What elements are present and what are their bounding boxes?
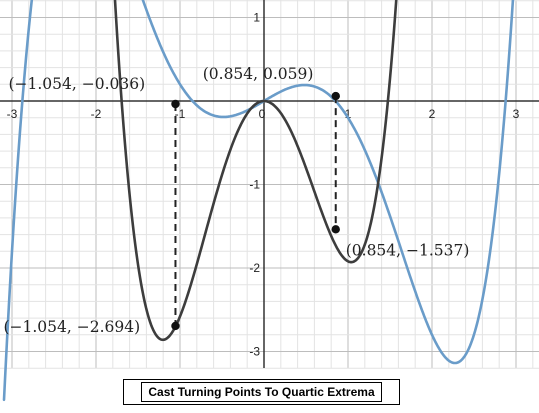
x-tick-label: 3: [513, 107, 520, 121]
turning-point-label: (0.854, 0.059): [203, 65, 314, 83]
turning-point-marker: [171, 321, 180, 331]
series-quintic-line: [2, 0, 515, 402]
x-tick-label: -1: [175, 107, 186, 121]
x-tick-label: -2: [91, 107, 102, 121]
turning-point-label: (−1.054, −0.036): [8, 75, 145, 93]
chart-caption: Cast Turning Points To Quartic Extrema: [141, 382, 382, 402]
chart-caption-box: Cast Turning Points To Quartic Extrema: [123, 379, 400, 405]
x-tick-label: -3: [7, 107, 18, 121]
y-tick-label: -1: [249, 178, 260, 192]
x-tick-label: 1: [345, 107, 352, 121]
x-tick-label: 0: [259, 107, 266, 121]
y-tick-label: -3: [249, 345, 260, 359]
turning-point-label: (0.854, −1.537): [346, 241, 470, 259]
turning-point-marker: [331, 225, 340, 234]
series-quartic-line: [113, 0, 398, 342]
turning-point-label: (−1.054, −2.694): [3, 318, 140, 336]
turning-point-marker: [331, 91, 340, 101]
y-tick-label: -2: [249, 261, 260, 275]
x-tick-label: 2: [429, 107, 436, 121]
turning-point-marker: [171, 99, 180, 109]
y-tick-label: 1: [253, 11, 260, 25]
